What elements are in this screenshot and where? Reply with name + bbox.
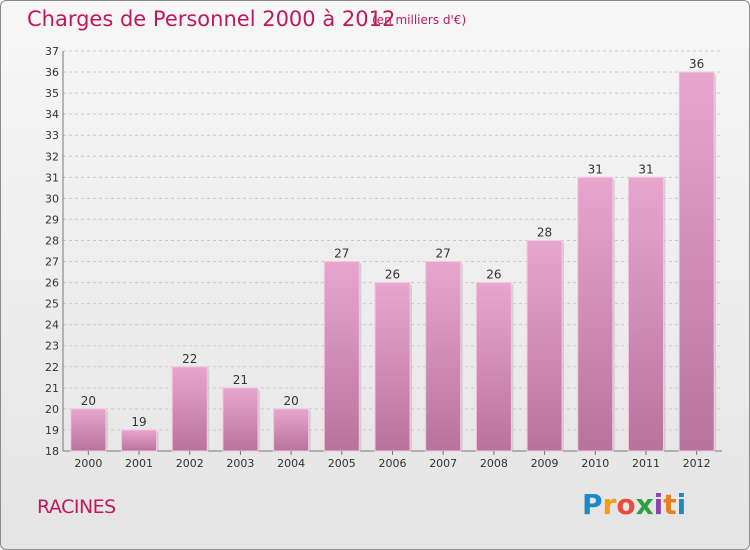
logo-letter: r bbox=[602, 488, 617, 521]
x-tick-label: 2000 bbox=[74, 457, 102, 470]
bars bbox=[70, 71, 717, 452]
bar bbox=[374, 282, 411, 452]
y-tick-label: 21 bbox=[45, 382, 59, 395]
y-tick-label: 22 bbox=[45, 361, 59, 374]
value-label: 26 bbox=[385, 268, 400, 282]
y-tick-label: 33 bbox=[45, 129, 59, 142]
bar bbox=[678, 71, 715, 452]
y-tick-label: 31 bbox=[45, 171, 59, 184]
y-tick-label: 35 bbox=[45, 87, 59, 100]
proxiti-logo[interactable]: Proxiti bbox=[582, 488, 686, 521]
chart-unit: (en milliers d'€) bbox=[372, 13, 467, 27]
y-tick-label: 23 bbox=[45, 340, 59, 353]
bar bbox=[121, 429, 158, 452]
value-label: 36 bbox=[689, 57, 704, 71]
value-label: 31 bbox=[638, 162, 653, 176]
value-label: 28 bbox=[537, 225, 552, 239]
y-tick-label: 19 bbox=[45, 424, 59, 437]
y-tick-label: 30 bbox=[45, 192, 59, 205]
y-tick-label: 20 bbox=[45, 403, 59, 416]
bar bbox=[70, 408, 107, 452]
x-tick-label: 2007 bbox=[429, 457, 457, 470]
x-tick-label: 2009 bbox=[531, 457, 559, 470]
x-tick-label: 2002 bbox=[176, 457, 204, 470]
y-tick-label: 25 bbox=[45, 298, 59, 311]
x-tick-label: 2012 bbox=[683, 457, 711, 470]
value-label: 27 bbox=[436, 247, 451, 261]
logo-letter: o bbox=[616, 488, 636, 521]
y-tick-label: 28 bbox=[45, 234, 59, 247]
x-tick-labels: 2000 2001 2002 2003 2004 2005 2006 2007 2008 2009… bbox=[74, 451, 711, 470]
value-label: 19 bbox=[131, 415, 146, 429]
bar bbox=[273, 408, 310, 452]
y-tick-label: 36 bbox=[45, 66, 59, 79]
logo-letter: i bbox=[676, 488, 687, 521]
chart-title: Charges de Personnel 2000 à 2012 bbox=[27, 7, 396, 31]
y-tick-label: 18 bbox=[45, 445, 59, 458]
y-tick-label: 26 bbox=[45, 277, 59, 290]
y-tick-label: 32 bbox=[45, 150, 59, 163]
town-name: RACINES bbox=[37, 496, 116, 518]
value-label: 20 bbox=[283, 394, 298, 408]
y-tick-label: 27 bbox=[45, 256, 59, 269]
value-labels: 20 19 22 21 20 27 26 27 26 28 31 31 36 bbox=[81, 57, 705, 429]
bar bbox=[577, 176, 614, 452]
value-label: 27 bbox=[334, 247, 349, 261]
logo-letter: P bbox=[582, 488, 603, 521]
value-label: 21 bbox=[233, 373, 248, 387]
y-tick-label: 37 bbox=[45, 45, 59, 58]
bar bbox=[323, 261, 360, 452]
x-tick-label: 2004 bbox=[277, 457, 305, 470]
bar bbox=[627, 176, 664, 452]
logo-letter: t bbox=[663, 488, 677, 521]
value-label: 20 bbox=[81, 394, 96, 408]
value-label: 22 bbox=[182, 352, 197, 366]
y-tick-label: 29 bbox=[45, 213, 59, 226]
x-tick-label: 2008 bbox=[480, 457, 508, 470]
bar bbox=[171, 366, 208, 452]
x-tick-label: 2005 bbox=[328, 457, 356, 470]
x-tick-label: 2010 bbox=[581, 457, 609, 470]
y-tick-labels: 18 19 20 21 22 23 24 25 26 27 28 29 30 31 32 33 34 35 36 37 bbox=[45, 45, 59, 458]
x-tick-label: 2003 bbox=[226, 457, 254, 470]
x-tick-label: 2001 bbox=[125, 457, 153, 470]
bar bbox=[475, 282, 512, 452]
logo-letter: x bbox=[635, 488, 654, 521]
y-tick-label: 24 bbox=[45, 319, 59, 332]
value-label: 26 bbox=[486, 268, 501, 282]
bar bbox=[222, 387, 259, 452]
bar bbox=[425, 261, 462, 452]
bar bbox=[526, 239, 563, 452]
y-tick-label: 34 bbox=[45, 108, 59, 121]
x-tick-label: 2011 bbox=[632, 457, 660, 470]
value-label: 31 bbox=[588, 162, 603, 176]
x-tick-label: 2006 bbox=[379, 457, 407, 470]
logo-letter: i bbox=[653, 488, 664, 521]
